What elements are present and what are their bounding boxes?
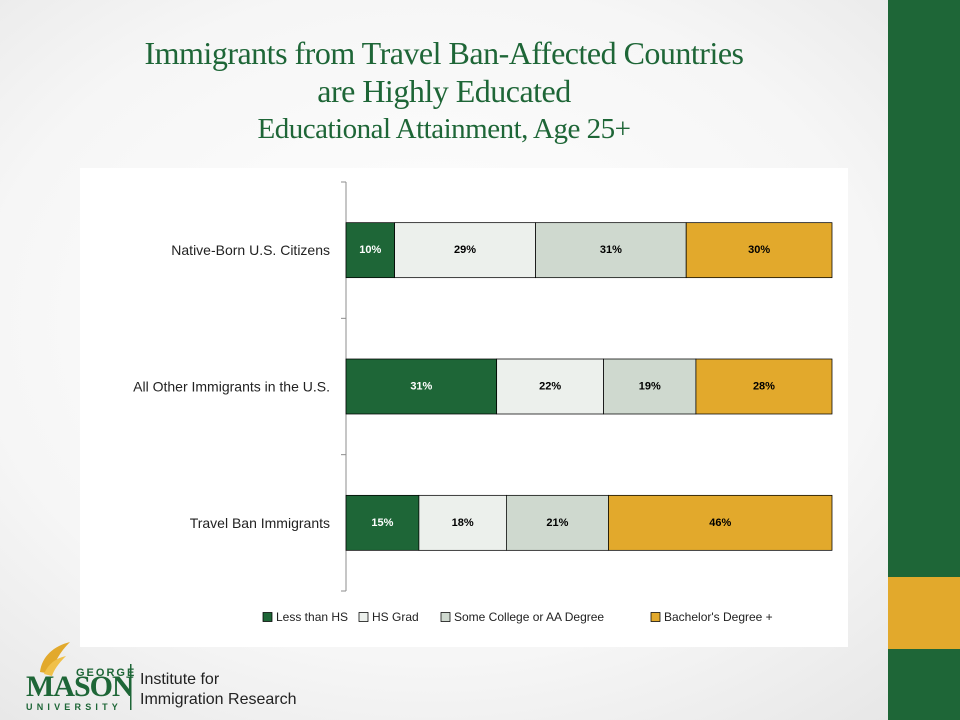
bar-segment [608,494,833,551]
logo-university: UNIVERSITY [26,702,122,712]
gmu-iir-logo: GEORGE MASON UNIVERSITY Institute for Im… [26,642,297,712]
legend-label: Bachelor's Degree + [664,610,773,624]
data-label: 15% [371,517,393,529]
category-label: Travel Ban Immigrants [190,515,330,531]
bar-segment [603,358,697,415]
category-label: Native-Born U.S. Citizens [171,242,330,258]
legend-label: Some College or AA Degree [454,610,604,624]
logo-institute-line1: Institute for [140,671,220,688]
laurel-leaf-icon [44,656,66,676]
legend-label: Less than HS [276,610,348,624]
chart-panel: Native-Born U.S. Citizens 10% 29% 31% 30% All… [80,168,848,647]
bar-segment [685,222,833,279]
legend-swatch [262,612,273,622]
logo-divider [130,664,132,710]
slide-title-block: Immigrants from Travel Ban-Affected Coun… [0,34,888,146]
bar-segment [394,222,536,279]
data-label: 10% [359,244,381,256]
laurel-icon [40,642,70,674]
bar-segment [506,494,609,551]
category-label: All Other Immigrants in the U.S. [133,379,330,395]
bar-segment [535,222,687,279]
stacked-bar-chart: Native-Born U.S. Citizens 10% 29% 31% 30% All… [133,181,833,624]
logo-institute-line2: Immigration Research [140,691,297,708]
data-label: 30% [748,244,770,256]
logo-george: GEORGE [76,667,136,679]
legend-swatch [358,612,369,622]
side-accent-gold-block [888,577,960,649]
data-label: 22% [539,381,561,393]
title-line-1: Immigrants from Travel Ban-Affected Coun… [144,35,744,71]
data-label: 18% [452,517,474,529]
data-label: 29% [454,244,476,256]
legend-swatch [650,612,661,622]
legend-label: HS Grad [372,610,419,624]
data-label: 31% [410,381,432,393]
data-label: 31% [600,244,622,256]
data-label: 46% [709,517,731,529]
bar-segment [345,222,395,279]
bar-segment [496,358,604,415]
subtitle: Educational Attainment, Age 25+ [257,113,631,145]
bar-segment [695,358,833,415]
legend-swatch [440,612,451,622]
logo-mason: MASON [26,670,134,703]
data-label: 28% [753,381,775,393]
bar-segment [345,494,420,551]
title-line-2: are Highly Educated [317,73,571,109]
data-label: 19% [639,381,661,393]
data-label: 21% [546,517,568,529]
